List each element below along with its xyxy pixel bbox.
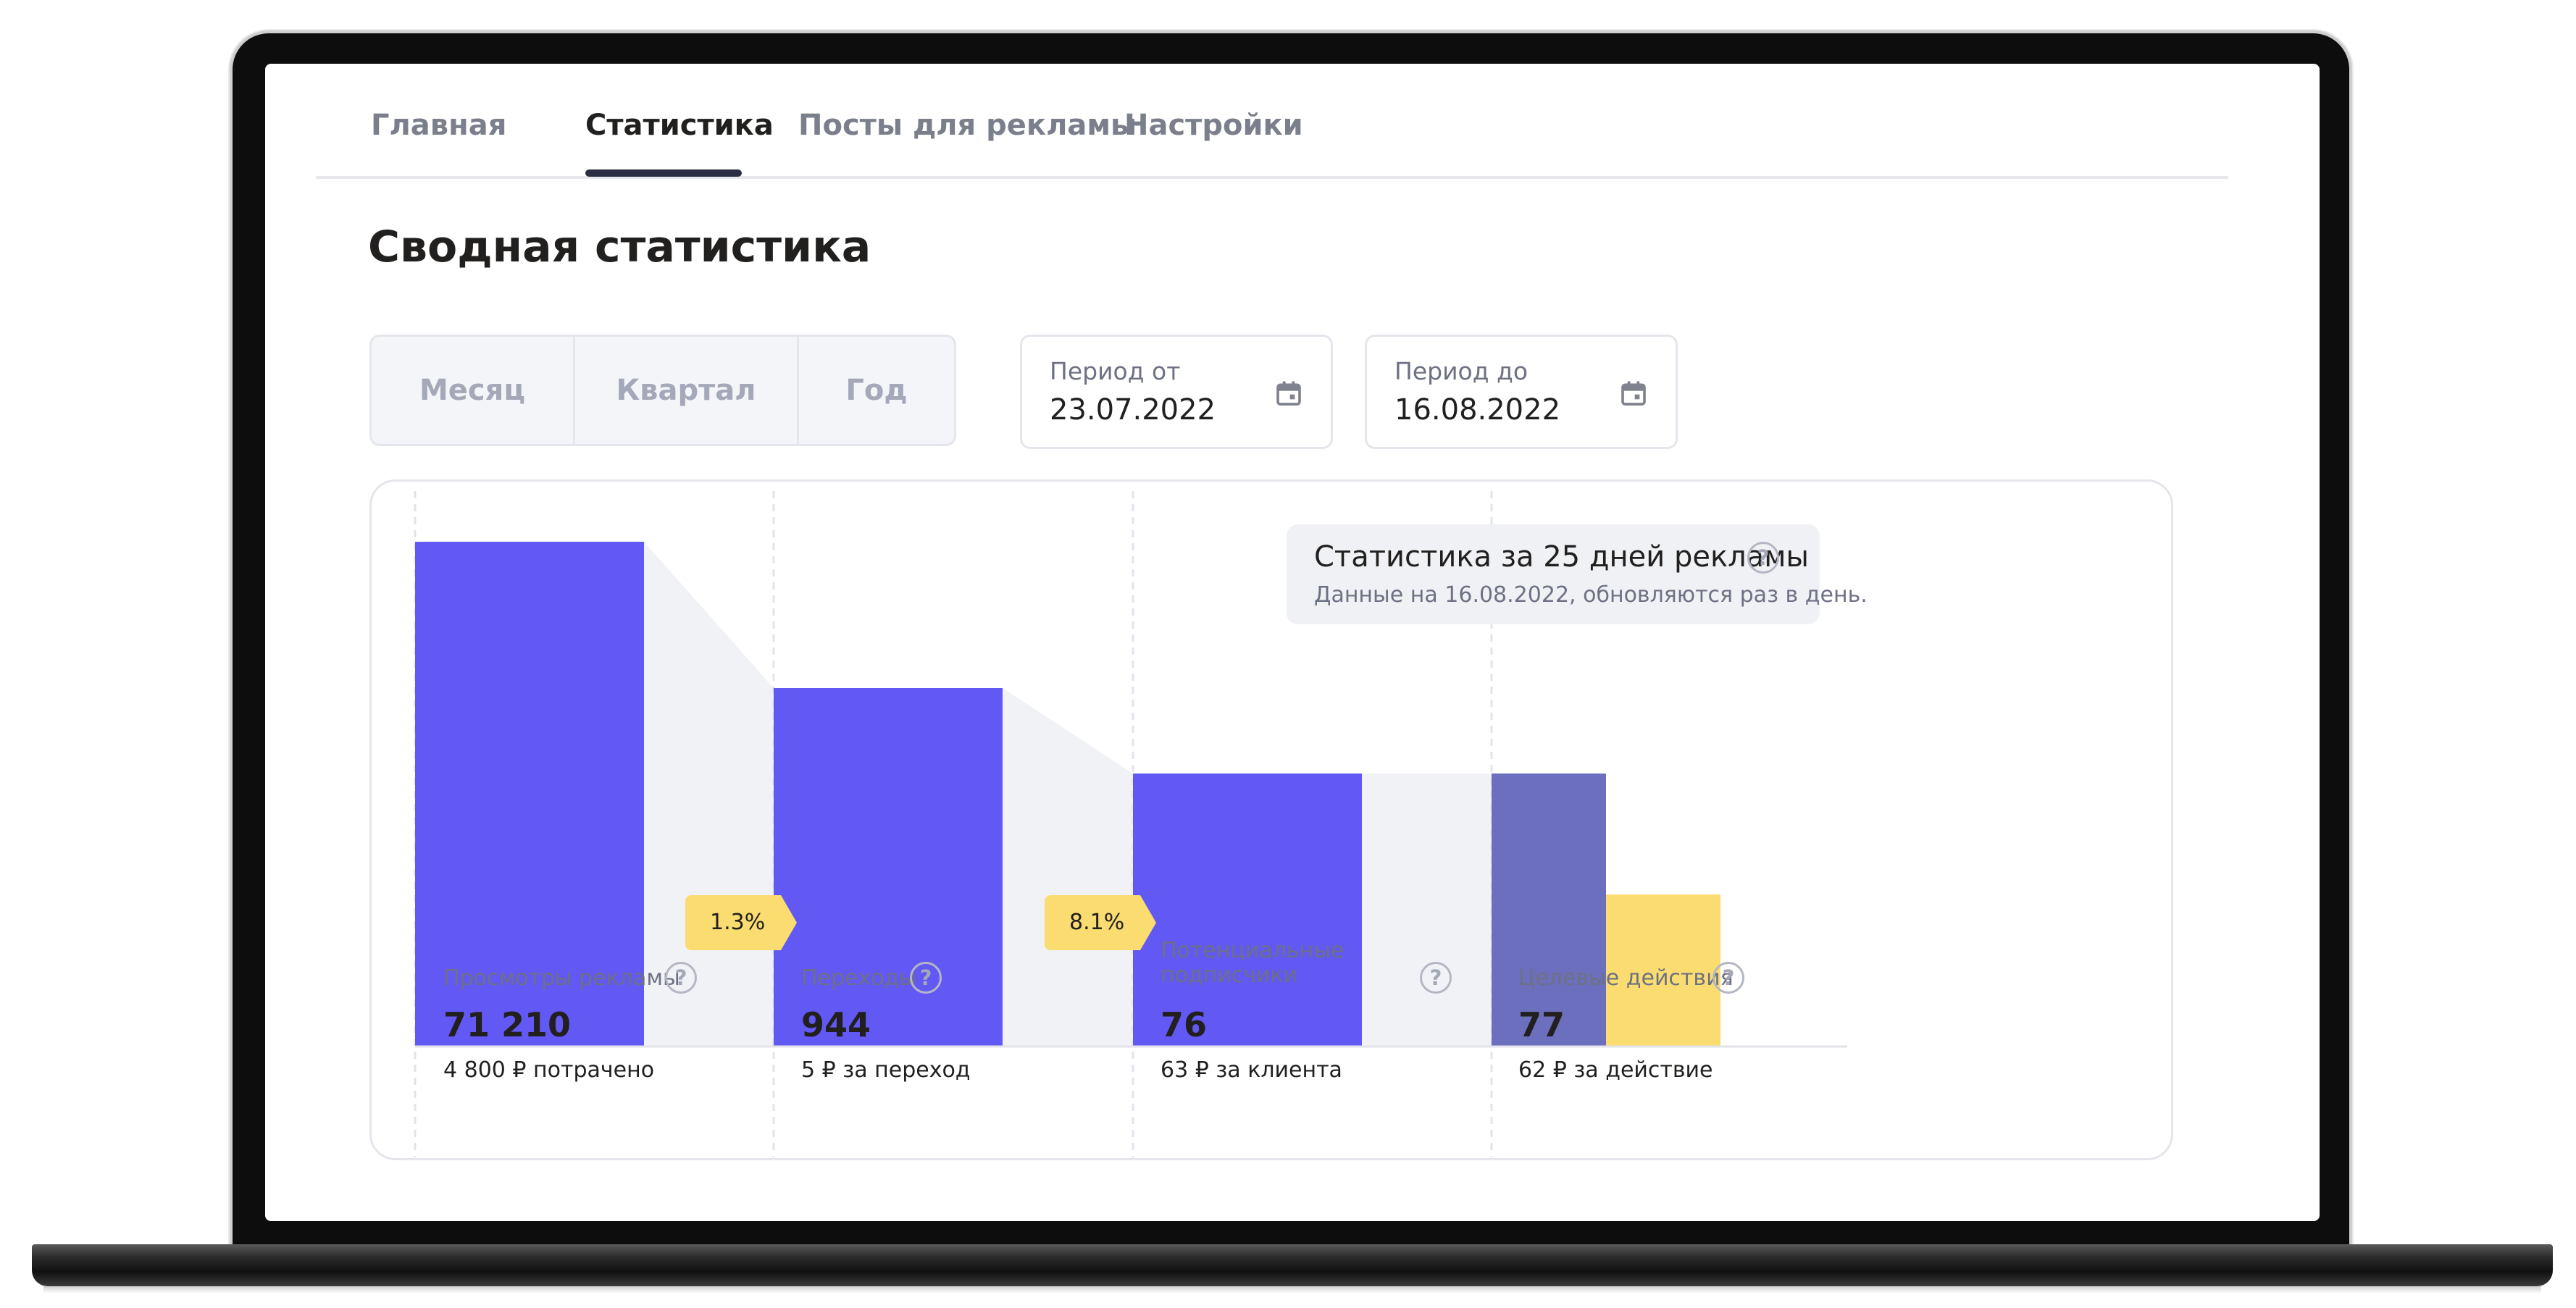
tab-bar: Главная Статистика Посты для рекламы Нас… bbox=[316, 64, 2228, 179]
stat-label-subscribers: Потенциальные подписчики bbox=[1161, 938, 1345, 988]
stat-value-clicks: 944 bbox=[801, 1005, 871, 1044]
stat-value-views: 71 210 bbox=[443, 1005, 572, 1044]
period-quarter-button[interactable]: Квартал bbox=[616, 374, 756, 407]
period-to-label: Период до bbox=[1394, 357, 1529, 385]
help-icon[interactable]: ? bbox=[1747, 542, 1779, 574]
period-to-value: 16.08.2022 bbox=[1394, 393, 1561, 427]
period-year-button[interactable]: Год bbox=[845, 374, 908, 407]
stat-sub-actions: 62 ₽ за действие bbox=[1518, 1057, 1713, 1083]
stat-sub-subscribers: 63 ₽ за клиента bbox=[1161, 1057, 1342, 1083]
period-from-field[interactable]: Период от 23.07.2022 bbox=[1020, 335, 1333, 449]
divider bbox=[797, 337, 799, 444]
info-box: Статистика за 25 дней рекламы ? Данные н… bbox=[1287, 524, 1868, 624]
help-icon[interactable]: ? bbox=[665, 962, 697, 994]
period-to-field[interactable]: Период до 16.08.2022 bbox=[1365, 335, 1678, 449]
active-tab-indicator bbox=[585, 169, 742, 177]
period-switch: Месяц Квартал Год bbox=[369, 335, 956, 446]
app-screen: Главная Статистика Посты для рекламы Нас… bbox=[265, 64, 2320, 1221]
tab-settings[interactable]: Настройки bbox=[1124, 109, 1303, 142]
stat-value-actions: 77 bbox=[1518, 1005, 1565, 1044]
info-subtitle: Данные на 16.08.2022, обновляются раз в … bbox=[1314, 582, 1868, 608]
help-icon[interactable]: ? bbox=[1420, 962, 1452, 994]
help-icon[interactable]: ? bbox=[910, 962, 942, 994]
period-from-label: Период от bbox=[1050, 357, 1181, 385]
stat-label-views: Просмотры рекламы bbox=[443, 965, 680, 991]
stat-sub-views: 4 800 ₽ потрачено bbox=[443, 1057, 655, 1083]
period-from-value: 23.07.2022 bbox=[1050, 393, 1216, 427]
page-title: Сводная статистика bbox=[368, 222, 871, 272]
stat-label-clicks: Переходы bbox=[801, 965, 917, 991]
tab-home[interactable]: Главная bbox=[371, 109, 507, 142]
divider bbox=[573, 337, 575, 444]
calendar-icon[interactable] bbox=[1619, 379, 1648, 408]
info-title: Статистика за 25 дней рекламы bbox=[1314, 540, 1809, 574]
stat-value-subscribers: 76 bbox=[1161, 1005, 1208, 1044]
stat-label-actions: Целевые действия bbox=[1518, 965, 1734, 991]
calendar-icon[interactable] bbox=[1274, 379, 1303, 408]
period-month-button[interactable]: Месяц bbox=[419, 374, 525, 407]
tab-statistics[interactable]: Статистика bbox=[585, 109, 774, 142]
conversion-badge: 8.1% bbox=[1045, 895, 1156, 950]
tab-ad-posts[interactable]: Посты для рекламы bbox=[798, 109, 1137, 142]
help-icon[interactable]: ? bbox=[1713, 962, 1744, 994]
laptop-base bbox=[32, 1244, 2553, 1286]
stat-sub-clicks: 5 ₽ за переход bbox=[801, 1057, 971, 1083]
conversion-badge: 1.3% bbox=[685, 895, 797, 950]
laptop-base-shadow bbox=[43, 1286, 2541, 1294]
